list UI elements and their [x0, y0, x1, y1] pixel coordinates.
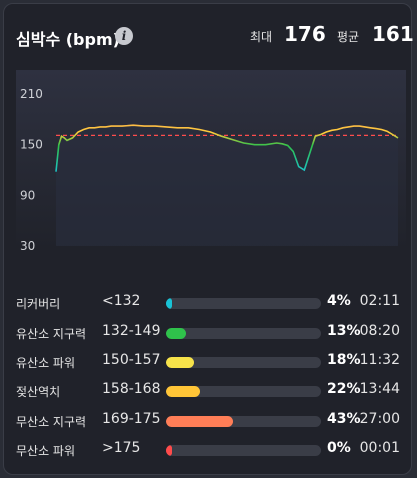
- y-tick-label: 150: [20, 138, 43, 152]
- zone-row: 무산소 지구력 169-175 43% 27:00: [16, 411, 406, 431]
- zone-row: 젖산역치 158-168 22% 13:44: [16, 381, 406, 401]
- y-tick-label: 90: [20, 188, 35, 202]
- zone-time: 02:11: [359, 293, 400, 309]
- heart-rate-line: [55, 124, 399, 172]
- zone-range: 132-149: [102, 323, 161, 339]
- zone-name: 유산소 지구력: [16, 327, 87, 341]
- zone-time: 27:00: [359, 411, 400, 427]
- zone-name: 젖산역치: [16, 385, 61, 399]
- info-icon[interactable]: i: [115, 27, 133, 45]
- zone-name: 무산소 파워: [16, 444, 76, 458]
- zone-percent: 18%: [327, 352, 361, 368]
- zone-percent: 13%: [327, 323, 361, 339]
- zone-bar-track: [166, 357, 321, 368]
- zone-time: 11:32: [359, 352, 400, 368]
- zone-time: 13:44: [359, 381, 400, 397]
- zone-range: 150-157: [102, 352, 161, 368]
- zone-bar-track: [166, 328, 321, 339]
- zone-name: 유산소 파워: [16, 356, 76, 370]
- zone-bar-fill: [166, 357, 194, 368]
- zone-name: 무산소 지구력: [16, 415, 87, 429]
- zone-row: 유산소 파워 150-157 18% 11:32: [16, 352, 406, 372]
- zone-percent: 43%: [327, 411, 361, 427]
- y-tick-label: 30: [20, 239, 35, 253]
- zone-range: 158-168: [102, 381, 161, 397]
- zone-bar-track: [166, 416, 321, 427]
- zone-range: >175: [102, 440, 141, 456]
- zone-row: 유산소 지구력 132-149 13% 08:20: [16, 323, 406, 343]
- zone-percent: 0%: [327, 440, 351, 456]
- card-title: 심박수 (bpm): [16, 30, 120, 49]
- zone-bar-track: [166, 386, 321, 397]
- zone-name: 리커버리: [16, 297, 61, 311]
- zone-bar-fill: [166, 416, 233, 427]
- zone-percent: 4%: [327, 293, 351, 309]
- zone-range: <132: [102, 293, 141, 309]
- zone-row: 무산소 파워 >175 0% 00:01: [16, 440, 406, 460]
- zone-bar-fill: [166, 386, 201, 397]
- zone-time: 00:01: [359, 440, 400, 456]
- zone-range: 169-175: [102, 411, 161, 427]
- zone-row: 리커버리 <132 4% 02:11: [16, 293, 406, 313]
- zone-percent: 22%: [327, 381, 361, 397]
- avg-value: 161: [372, 22, 414, 46]
- zone-bar-track: [166, 298, 321, 309]
- series-area: [56, 125, 398, 246]
- zone-time: 08:20: [359, 323, 400, 339]
- max-label: 최대: [250, 30, 273, 44]
- zone-bar-fill: [166, 445, 172, 456]
- max-value: 176: [284, 22, 326, 46]
- avg-label: 평균: [337, 30, 360, 44]
- zone-bar-fill: [166, 298, 173, 309]
- zone-bar-track: [166, 445, 321, 456]
- y-tick-label: 210: [20, 87, 43, 101]
- zone-bar-fill: [166, 328, 187, 339]
